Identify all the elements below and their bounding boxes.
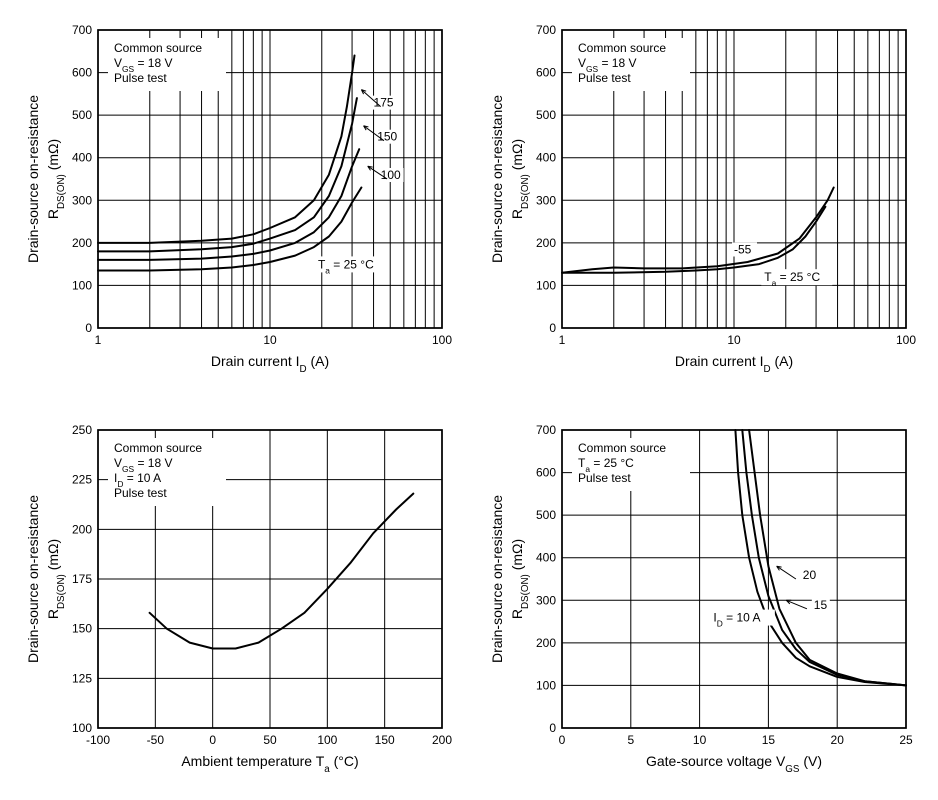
svg-text:150: 150 xyxy=(377,130,397,144)
svg-text:RDS(ON) (mΩ): RDS(ON) (mΩ) xyxy=(45,139,67,219)
svg-text:300: 300 xyxy=(72,193,92,207)
svg-text:700: 700 xyxy=(536,423,556,437)
svg-text:Common source: Common source xyxy=(114,41,202,55)
svg-text:150: 150 xyxy=(375,733,395,747)
chart-bottom-right: 0 100 200 300 400 500 600 700 0 5 10 15 20 25 Common s… xyxy=(484,420,918,780)
svg-text:100: 100 xyxy=(536,678,556,692)
svg-text:Drain-source on-resistance: Drain-source on-resistance xyxy=(25,495,41,663)
svg-text:Common source: Common source xyxy=(114,441,202,455)
svg-text:100: 100 xyxy=(432,333,452,347)
svg-text:Drain-source on-resistance: Drain-source on-resistance xyxy=(489,495,505,663)
svg-text:Pulse test: Pulse test xyxy=(114,71,167,85)
svg-text:175: 175 xyxy=(72,572,92,586)
svg-text:10: 10 xyxy=(727,333,741,347)
svg-text:Pulse test: Pulse test xyxy=(114,486,167,500)
svg-text:100: 100 xyxy=(896,333,916,347)
svg-text:200: 200 xyxy=(536,636,556,650)
svg-text:15: 15 xyxy=(814,598,828,612)
svg-text:-100: -100 xyxy=(86,733,110,747)
svg-text:500: 500 xyxy=(536,508,556,522)
svg-text:20: 20 xyxy=(831,733,845,747)
svg-text:RDS(ON) (mΩ): RDS(ON) (mΩ) xyxy=(45,539,67,619)
svg-text:300: 300 xyxy=(536,193,556,207)
svg-text:700: 700 xyxy=(536,23,556,37)
svg-text:250: 250 xyxy=(72,423,92,437)
svg-text:15: 15 xyxy=(762,733,776,747)
svg-text:10: 10 xyxy=(263,333,277,347)
svg-text:25: 25 xyxy=(899,733,913,747)
svg-text:600: 600 xyxy=(72,66,92,80)
svg-text:Drain-source on-resistance: Drain-source on-resistance xyxy=(489,95,505,263)
svg-text:Ambient temperature Ta (°C): Ambient temperature Ta (°C) xyxy=(181,753,358,775)
svg-text:5: 5 xyxy=(627,733,634,747)
svg-text:300: 300 xyxy=(536,593,556,607)
chart-top-left: 0 100 200 300 400 500 600 700 1 10 100 Common sourc… xyxy=(20,20,454,380)
svg-text:Common source: Common source xyxy=(578,441,666,455)
svg-text:20: 20 xyxy=(803,568,817,582)
svg-text:Drain-source on-resistance: Drain-source on-resistance xyxy=(25,95,41,263)
svg-text:500: 500 xyxy=(536,108,556,122)
svg-text:225: 225 xyxy=(72,473,92,487)
svg-text:200: 200 xyxy=(72,522,92,536)
svg-text:200: 200 xyxy=(432,733,452,747)
svg-text:200: 200 xyxy=(536,236,556,250)
svg-text:700: 700 xyxy=(72,23,92,37)
chart-top-right: 0 100 200 300 400 500 600 700 1 10 100 Common sourc… xyxy=(484,20,918,380)
svg-text:Drain current ID (A): Drain current ID (A) xyxy=(211,353,329,375)
svg-text:0: 0 xyxy=(559,733,566,747)
svg-text:0: 0 xyxy=(85,321,92,335)
svg-text:10: 10 xyxy=(693,733,707,747)
svg-text:200: 200 xyxy=(72,236,92,250)
svg-text:0: 0 xyxy=(549,721,556,735)
svg-text:-55: -55 xyxy=(734,243,752,257)
svg-text:RDS(ON) (mΩ): RDS(ON) (mΩ) xyxy=(509,539,531,619)
svg-text:-50: -50 xyxy=(147,733,165,747)
svg-text:Pulse test: Pulse test xyxy=(578,71,631,85)
svg-text:400: 400 xyxy=(536,551,556,565)
svg-text:RDS(ON) (mΩ): RDS(ON) (mΩ) xyxy=(509,139,531,219)
svg-text:1: 1 xyxy=(559,333,566,347)
svg-text:400: 400 xyxy=(72,151,92,165)
svg-text:125: 125 xyxy=(72,671,92,685)
chart-bottom-left: 100125150175200225250-100-50050100150200… xyxy=(20,420,454,780)
svg-text:100: 100 xyxy=(381,168,401,182)
svg-text:Drain current ID (A): Drain current ID (A) xyxy=(675,353,793,375)
svg-text:100: 100 xyxy=(317,733,337,747)
svg-text:50: 50 xyxy=(263,733,277,747)
svg-text:150: 150 xyxy=(72,622,92,636)
svg-text:600: 600 xyxy=(536,466,556,480)
svg-text:Gate-source voltage VGS (V): Gate-source voltage VGS (V) xyxy=(646,753,822,775)
svg-text:0: 0 xyxy=(549,321,556,335)
svg-text:Common source: Common source xyxy=(578,41,666,55)
svg-text:1: 1 xyxy=(95,333,102,347)
svg-text:500: 500 xyxy=(72,108,92,122)
chart-grid: 0100200300400500600700110100Common sourc… xyxy=(20,20,918,780)
svg-text:400: 400 xyxy=(536,151,556,165)
svg-text:100: 100 xyxy=(72,278,92,292)
svg-text:Pulse test: Pulse test xyxy=(578,471,631,485)
svg-text:0: 0 xyxy=(209,733,216,747)
svg-text:600: 600 xyxy=(536,66,556,80)
svg-text:100: 100 xyxy=(536,278,556,292)
